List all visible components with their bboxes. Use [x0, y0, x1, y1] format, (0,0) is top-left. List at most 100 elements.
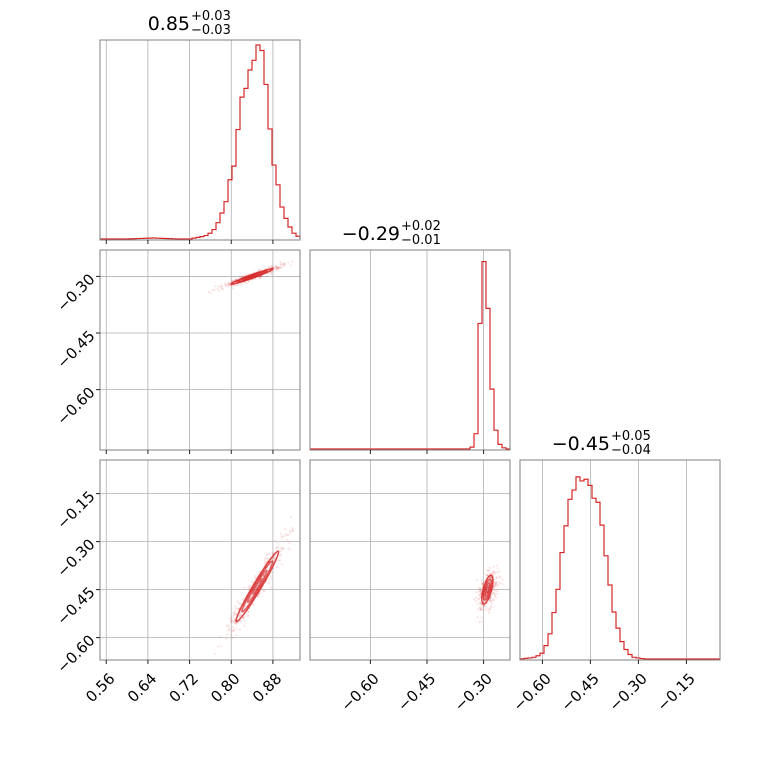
- param-title-lower: −0.03: [191, 23, 231, 38]
- x-tick-label: −0.45: [558, 670, 603, 715]
- sample-point: [492, 592, 495, 595]
- sample-point: [289, 529, 292, 532]
- sample-point: [248, 584, 251, 588]
- sample-point: [278, 266, 281, 269]
- param-title-upper: +0.05: [611, 429, 651, 444]
- sample-point: [492, 598, 495, 601]
- sample-point: [489, 599, 492, 602]
- sample-point: [226, 281, 230, 284]
- sample-point: [279, 260, 282, 263]
- x-tick-label: 0.64: [124, 670, 160, 706]
- sample-point: [268, 266, 271, 269]
- sample-point: [242, 617, 245, 620]
- x-tick-label: −0.30: [451, 670, 496, 715]
- sample-point: [483, 596, 486, 599]
- sample-point: [265, 275, 268, 278]
- sample-point: [221, 288, 224, 291]
- sample-point: [490, 596, 493, 599]
- sample-point: [279, 265, 282, 268]
- sample-point: [228, 626, 231, 630]
- sample-point: [225, 284, 228, 287]
- sample-point: [275, 265, 278, 268]
- sample-point: [236, 600, 239, 603]
- sample-point: [235, 634, 238, 637]
- sample-point: [478, 621, 481, 624]
- sample-point: [498, 575, 501, 578]
- sample-point: [240, 274, 243, 277]
- sample-point: [477, 594, 481, 597]
- sample-point: [477, 587, 480, 590]
- sample-point: [246, 614, 249, 617]
- sample-point: [271, 266, 274, 269]
- sample-point: [242, 616, 245, 620]
- sample-point: [268, 578, 271, 581]
- sample-point: [275, 546, 279, 549]
- sample-point: [488, 611, 491, 615]
- sample-point: [254, 577, 257, 580]
- sample-point: [233, 611, 236, 614]
- sample-point: [281, 548, 285, 551]
- sample-point: [213, 289, 216, 292]
- sample-point: [481, 582, 484, 585]
- sample-point: [479, 589, 482, 592]
- sample-point: [276, 266, 279, 269]
- sample-point: [487, 569, 490, 572]
- sample-point: [243, 586, 246, 589]
- sample-point: [217, 285, 220, 288]
- sample-point: [477, 597, 480, 600]
- sample-point: [488, 599, 491, 603]
- sample-point: [480, 616, 483, 619]
- sample-point: [497, 584, 500, 587]
- x-tick-label: −0.45: [394, 670, 439, 715]
- sample-point: [496, 567, 499, 570]
- param-title-value: −0.45: [552, 433, 610, 455]
- sample-point: [291, 526, 294, 530]
- sample-point: [225, 637, 228, 640]
- sample-point: [479, 601, 482, 604]
- y-tick-label: −0.60: [53, 383, 98, 428]
- sample-point: [235, 627, 238, 630]
- param-title-value: −0.29: [342, 223, 400, 245]
- sample-point: [284, 263, 287, 266]
- sample-point: [246, 610, 250, 613]
- sample-point: [473, 598, 476, 601]
- sample-point: [493, 584, 497, 587]
- sample-point: [234, 622, 237, 625]
- sample-point: [220, 284, 223, 287]
- sample-point: [247, 280, 250, 283]
- sample-point: [230, 614, 233, 617]
- sample-point: [286, 538, 289, 542]
- sample-point: [478, 590, 481, 593]
- sample-point: [257, 595, 260, 598]
- sample-point: [494, 582, 497, 586]
- sample-point: [269, 271, 272, 274]
- sample-point: [479, 603, 482, 606]
- sample-point: [491, 591, 494, 594]
- sample-point: [496, 592, 499, 595]
- sample-point: [496, 571, 499, 574]
- contour-line: [235, 550, 280, 623]
- sample-point: [489, 576, 492, 579]
- y-tick-label: −0.60: [53, 631, 98, 676]
- sample-point: [265, 557, 268, 560]
- sample-point: [226, 283, 229, 286]
- sample-point: [479, 608, 482, 611]
- contour-line: [246, 273, 258, 279]
- sample-point: [494, 596, 498, 599]
- sample-point: [494, 580, 497, 583]
- sample-point: [486, 602, 489, 605]
- sample-point: [231, 636, 234, 640]
- sample-point: [489, 604, 492, 607]
- x-tick-label: 0.88: [249, 670, 285, 706]
- sample-point: [495, 576, 498, 579]
- sample-point: [481, 583, 484, 586]
- sample-point: [231, 279, 234, 282]
- sample-point: [489, 600, 492, 603]
- sample-point: [233, 620, 236, 623]
- contour-line: [247, 569, 268, 603]
- sample-point: [239, 619, 242, 623]
- sample-point: [498, 581, 501, 585]
- sample-point: [498, 570, 501, 573]
- sample-point: [475, 600, 478, 603]
